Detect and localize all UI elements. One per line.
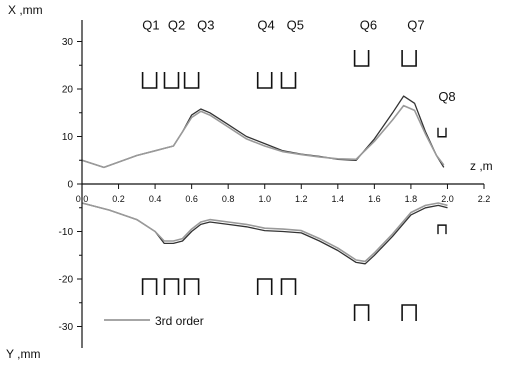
y-tick-label: 30 [62,37,74,48]
quad-glyph-x-1 [141,72,158,89]
y-tick-label: -30 [59,322,74,333]
x-tick-label: 1.0 [258,194,271,204]
quad-glyph-x-6 [353,50,370,67]
x-tick-label: 1.2 [295,194,308,204]
quad-label-q1: Q1 [142,18,159,33]
y-tick-label: -10 [59,227,74,238]
x-tick-label: 0.8 [222,194,235,204]
axes [77,20,485,348]
quad-glyph-y-6 [353,304,370,321]
y-tick-label: 0 [67,180,73,191]
x-tick-label: 2.0 [441,194,454,204]
quad-label-q3: Q3 [197,18,214,33]
x-axis-label: z ,m [470,159,493,173]
x-tick-label: 0.0 [76,194,89,204]
x-tick-label: 0.6 [185,194,198,204]
series-lines [81,95,448,265]
x-tick-label: 1.4 [332,194,345,204]
quad-label-q6: Q6 [360,18,377,33]
quad-glyph-q8-y [437,224,447,235]
y-tick-label: -20 [59,275,74,286]
series-line-x-first-order [81,95,445,169]
legend-label: 3rd order [155,314,204,328]
series-line-y-third-order [81,202,448,263]
quad-glyph-y-1 [141,278,158,295]
series-line-x-third-order [81,104,445,169]
x-tick-label: 2.2 [478,194,491,204]
series-line-y-first-order [81,202,448,265]
quad-label-q4: Q4 [257,18,274,33]
quad-label-q8: Q8 [438,89,455,104]
quad-glyph-q8-x [437,127,447,138]
quad-glyph-x-3 [183,72,200,89]
quad-glyph-y-3 [183,278,200,295]
quad-label-q7: Q7 [407,18,424,33]
y-tick-label: 10 [62,132,74,143]
quad-glyph-y-7 [401,304,417,321]
y-axis-label-top: X ,mm [8,3,43,17]
x-tick-label: 1.8 [405,194,418,204]
quad-glyph-y-5 [280,278,297,295]
quadrupole-glyphs [141,50,447,321]
quad-glyph-x-4 [256,72,273,89]
quad-glyph-y-4 [256,278,273,295]
text-labels: 30 20 10 0 -10 -20 -30 0.0 0.2 0.4 0.6 0.8 1.0 1.2 1.4… [6,3,493,361]
quad-glyph-x-5 [280,72,297,89]
x-tick-label: 1.6 [368,194,381,204]
quad-label-q5: Q5 [287,18,304,33]
x-tick-label: 0.4 [149,194,162,204]
y-axis-label-bottom: Y ,mm [6,347,40,361]
x-tick-label: 0.2 [112,194,125,204]
quad-glyph-y-2 [163,278,180,295]
quad-label-q2: Q2 [168,18,185,33]
y-tick-label: 20 [62,85,74,96]
quad-glyph-x-7 [401,50,417,67]
quad-glyph-x-2 [163,72,180,89]
